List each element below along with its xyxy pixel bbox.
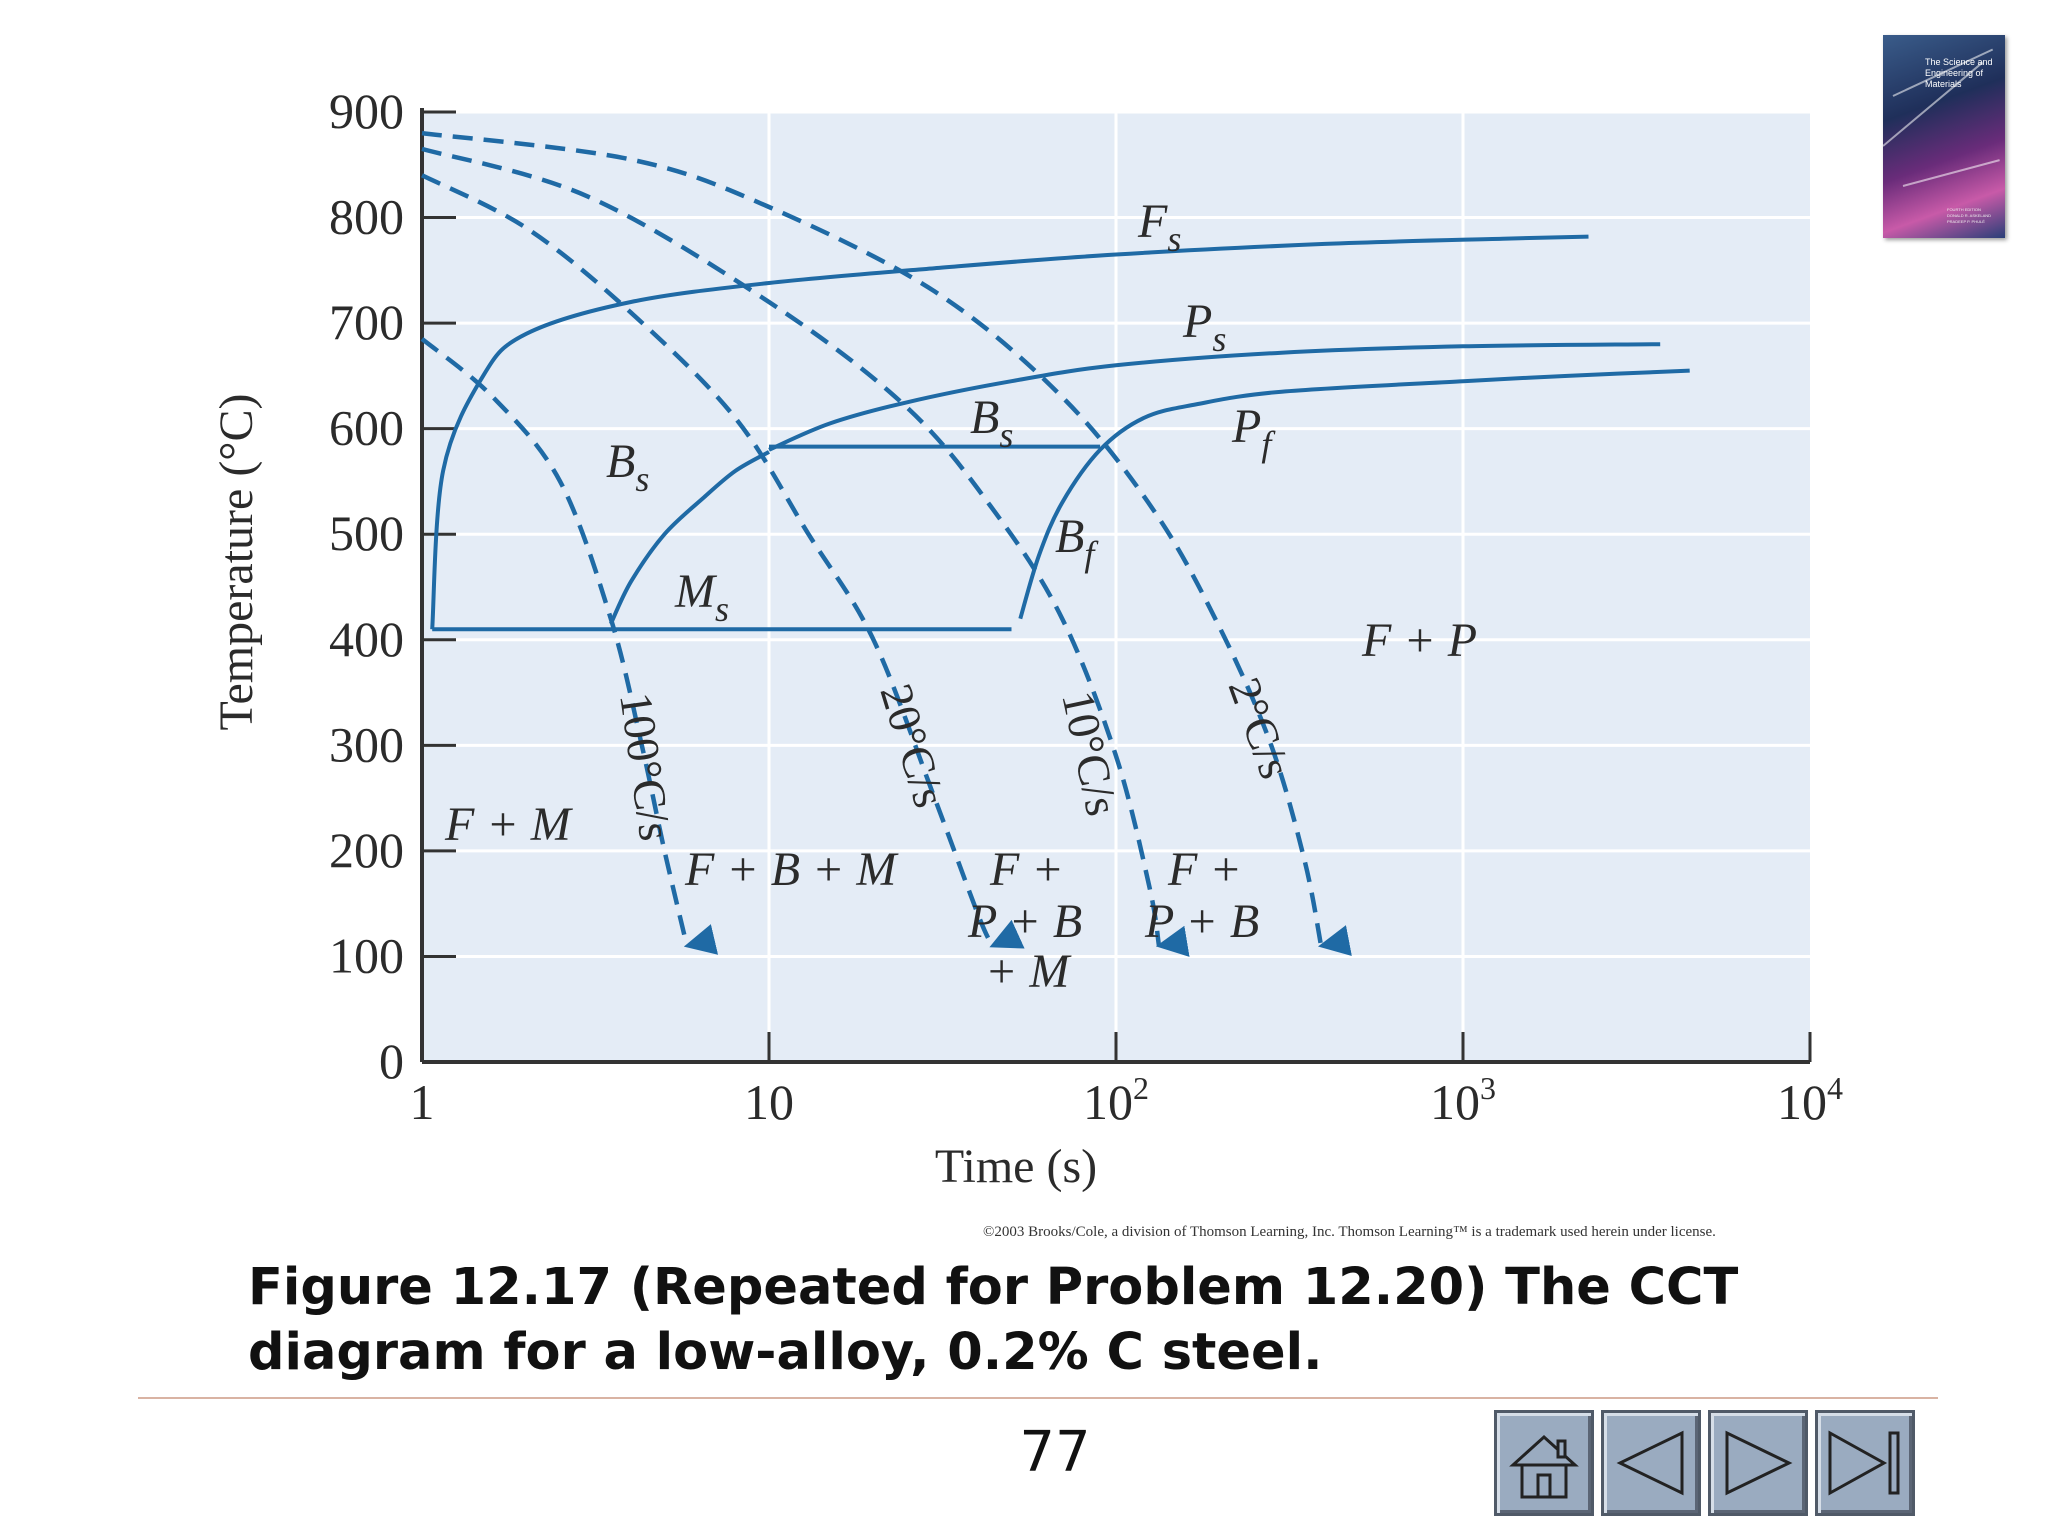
- curve-ps: [768, 342, 1661, 452]
- curve-fs: [430, 234, 1589, 630]
- region-label-fpbm_1: F +: [989, 843, 1064, 896]
- curve-label-ms: Ms: [674, 565, 729, 629]
- axes: 0 100 200 300 400 500 600 700 800 900 1 10 102 103 104…: [210, 83, 1843, 1193]
- home-icon: [1509, 1434, 1579, 1499]
- cooling-curve-1: [420, 337, 719, 955]
- region-label-fpb_1: F +: [1167, 843, 1242, 896]
- x-tick-label-10: 10: [744, 1074, 794, 1130]
- divider-line: [138, 1397, 1938, 1399]
- grid: [422, 110, 1810, 1062]
- last-slide-button[interactable]: [1815, 1410, 1915, 1516]
- next-button[interactable]: [1708, 1410, 1808, 1516]
- book-cover-edition: FOURTH EDITION: [1947, 207, 1981, 212]
- page-number: 77: [1019, 1420, 1091, 1485]
- region-label-fm: F + M: [444, 798, 574, 851]
- book-cover-thumbnail: The Science and Engineering of Materials…: [1883, 35, 2005, 238]
- x-axis-title: Time (s): [935, 1140, 1097, 1193]
- cct-chart: 0 100 200 300 400 500 600 700 800 900 1 10 102 103 104…: [210, 83, 1843, 1193]
- region-label-fpb_2: P + B: [1144, 895, 1259, 948]
- y-tick-label-900: 900: [329, 83, 404, 139]
- y-tick-label-700: 700: [329, 294, 404, 350]
- y-tick-label-0: 0: [379, 1033, 404, 1089]
- cooling-curve-3: [421, 146, 1190, 957]
- curve-label-bs_left: Bs: [606, 435, 649, 499]
- y-tick-label-800: 800: [329, 189, 404, 245]
- y-tick-label-400: 400: [329, 611, 404, 667]
- curves: [420, 130, 1690, 957]
- last-slide-icon: [1828, 1430, 1900, 1496]
- previous-button[interactable]: [1601, 1410, 1701, 1516]
- region-label-fp: F + P: [1361, 614, 1477, 667]
- y-tick-label-200: 200: [329, 822, 404, 878]
- cooling-curve-2: [420, 173, 1025, 949]
- y-axis-title: Temperature (°C): [210, 393, 263, 730]
- next-arrow-icon: [1725, 1430, 1793, 1496]
- caption-line-1: Figure 12.17 (Repeated for Problem 12.20…: [248, 1258, 1739, 1317]
- book-cover-title: The Science and Engineering of Materials: [1925, 57, 1993, 89]
- curve-label-fs: Fs: [1137, 195, 1181, 259]
- curve-label-bs_right: Bs: [970, 391, 1013, 455]
- cooling-curve-4: [421, 130, 1352, 957]
- region-label-fpbm_2: P + B: [967, 895, 1082, 948]
- curve-pf: [1018, 368, 1690, 620]
- y-tick-label-300: 300: [329, 716, 404, 772]
- book-cover-authors: FOURTH EDITION DONALD R. ASKELAND PRADEE…: [1947, 207, 2003, 225]
- x-tick-label-100: 102: [1083, 1070, 1149, 1130]
- copyright-notice: ©2003 Brooks/Cole, a division of Thomson…: [983, 1224, 1716, 1240]
- x-tick-label-10000: 104: [1777, 1070, 1843, 1130]
- previous-arrow-icon: [1616, 1430, 1684, 1496]
- curve-label-ps: Ps: [1182, 295, 1226, 359]
- region-label-fpbm_3: + M: [985, 945, 1072, 998]
- figure-caption: Figure 12.17 (Repeated for Problem 12.20…: [248, 1255, 1808, 1385]
- x-tick-label-1: 1: [410, 1074, 435, 1130]
- y-tick-label-100: 100: [329, 927, 404, 983]
- caption-line-2: diagram for a low-alloy, 0.2% C steel.: [248, 1323, 1323, 1382]
- y-tick-label-600: 600: [329, 400, 404, 456]
- y-tick-label-500: 500: [329, 505, 404, 561]
- x-tick-label-1000: 103: [1430, 1070, 1496, 1130]
- curve-bs_left: [608, 450, 770, 625]
- region-label-fbm: F + B + M: [684, 843, 899, 896]
- home-button[interactable]: [1494, 1410, 1594, 1516]
